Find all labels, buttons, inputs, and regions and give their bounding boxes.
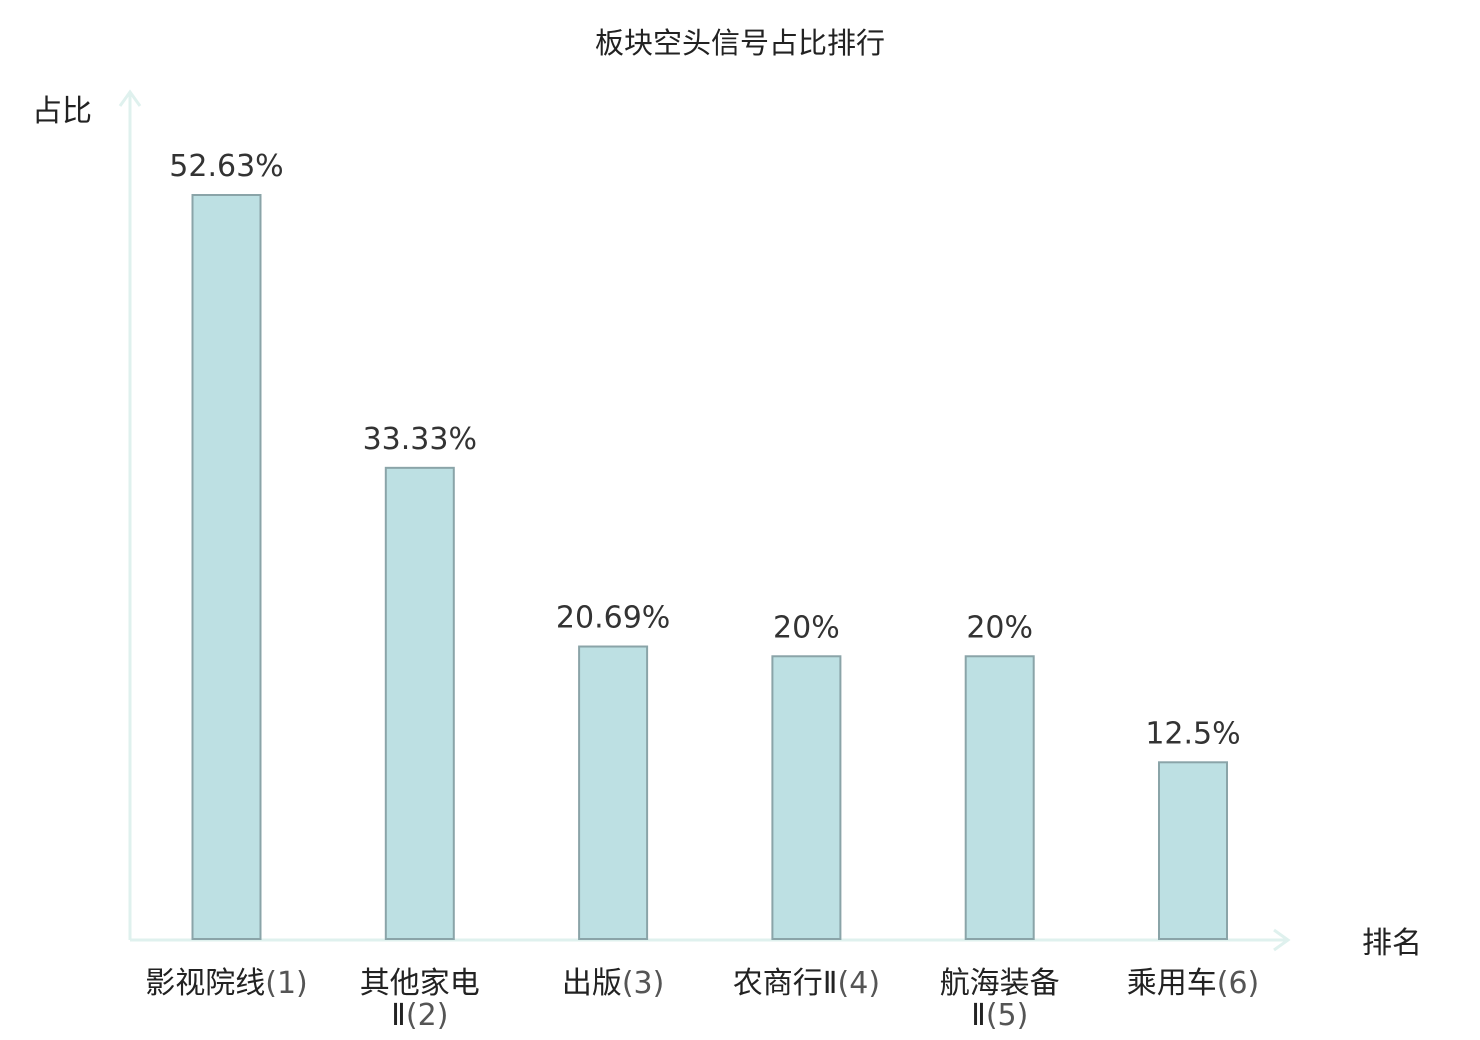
value-label: 20% — [966, 610, 1033, 645]
x-axis-arrow — [1273, 928, 1291, 952]
y-axis-arrow — [118, 89, 142, 107]
bar — [1158, 761, 1228, 940]
bar — [964, 655, 1035, 941]
value-label: 33.33% — [363, 422, 477, 457]
x-axis-title: 排名 — [1362, 926, 1422, 961]
bar — [771, 655, 842, 941]
value-label: 12.5% — [1145, 716, 1240, 751]
bar — [191, 194, 262, 940]
category-label: 乘用车(6) — [1127, 966, 1260, 1001]
bar — [578, 645, 649, 940]
value-label: 20% — [773, 610, 840, 645]
value-label: 52.63% — [169, 149, 283, 184]
y-axis-title: 占比 — [32, 94, 92, 129]
value-label: 20.69% — [556, 601, 670, 636]
axes — [118, 89, 1291, 952]
category-label: 航海装备 — [940, 966, 1060, 1001]
category-label: Ⅱ(5) — [971, 998, 1028, 1033]
chart-title: 板块空头信号占比排行 — [595, 26, 885, 60]
category-label: 农商行Ⅱ(4) — [733, 966, 880, 1001]
bar — [384, 466, 455, 940]
category-label: Ⅱ(2) — [391, 998, 448, 1033]
category-label: 影视院线(1) — [145, 966, 308, 1001]
category-label: 出版(3) — [562, 966, 665, 1001]
category-label: 其他家电 — [360, 966, 480, 1001]
